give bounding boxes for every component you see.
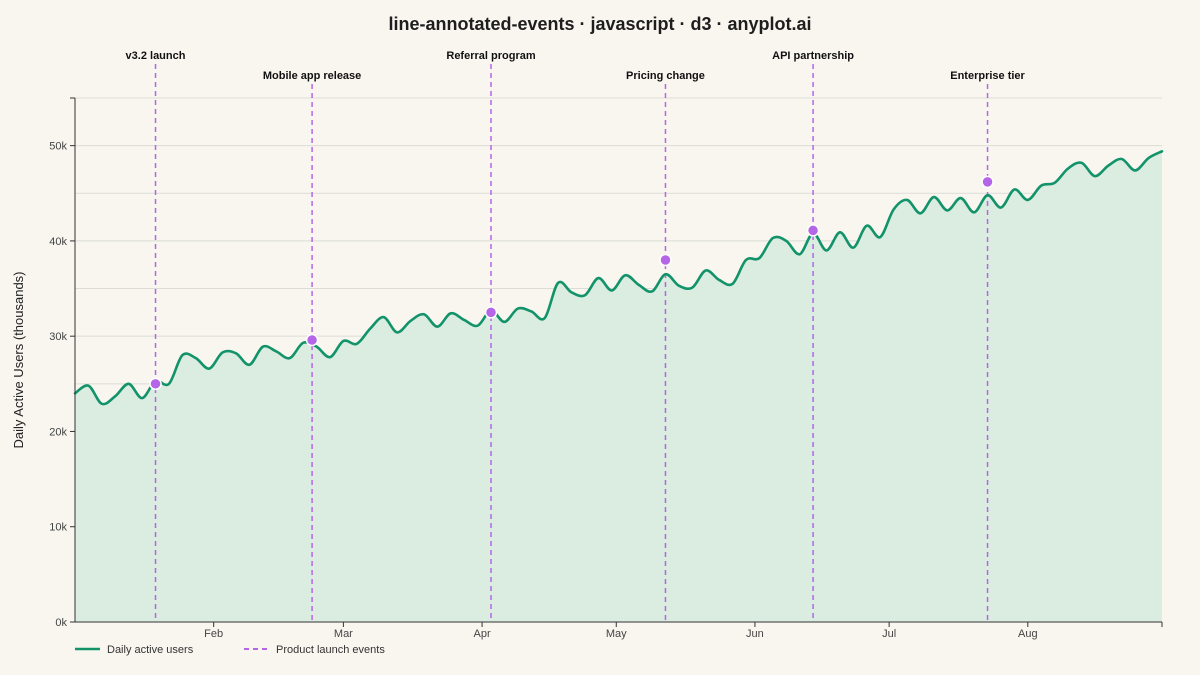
event-marker xyxy=(659,253,672,267)
x-tick-label: Apr xyxy=(474,628,491,640)
x-tick-label: Feb xyxy=(204,628,223,640)
area-layer xyxy=(75,151,1162,622)
y-tick-label: 50k xyxy=(49,141,67,153)
event-label: Enterprise tier xyxy=(950,70,1025,82)
line-layer xyxy=(73,150,1164,406)
chart-title: line-annotated-events · javascript · d3 … xyxy=(388,14,811,34)
label-layer: v3.2 launch Mobile app release Referral pr… xyxy=(126,50,1026,82)
y-tick-label: 40k xyxy=(49,236,67,248)
y-tick-label: 0k xyxy=(55,617,67,629)
legend-label: Daily active users xyxy=(107,644,194,656)
y-axis-label: Daily Active Users (thousands) xyxy=(11,271,26,448)
event-marker xyxy=(484,306,498,319)
axis-layer: 0k 10k 20k 30k 40k 50k Feb Mar Apr May Jun Jul Aug xyxy=(49,97,1163,640)
x-tick-label: Mar xyxy=(334,628,353,640)
legend-label: Product launch events xyxy=(276,644,385,656)
x-tick-label: Jun xyxy=(746,628,764,640)
event-label: Pricing change xyxy=(626,70,705,82)
y-tick-label: 10k xyxy=(49,522,67,534)
event-label: API partnership xyxy=(772,50,854,62)
y-tick-label: 20k xyxy=(49,426,67,438)
event-marker xyxy=(149,377,162,391)
x-tick-label: Aug xyxy=(1018,628,1038,640)
event-layer xyxy=(154,64,989,622)
event-marker xyxy=(305,333,319,347)
marker-layer xyxy=(149,175,994,391)
x-tick-label: May xyxy=(606,628,627,640)
event-marker xyxy=(806,224,820,237)
x-tick-label: Jul xyxy=(882,628,896,640)
y-tick-label: 30k xyxy=(49,331,67,343)
event-label: v3.2 launch xyxy=(126,50,186,62)
event-label: Mobile app release xyxy=(263,70,361,82)
dau-line xyxy=(73,150,1164,406)
event-label: Referral program xyxy=(446,50,535,62)
legend: Daily active users Product launch events xyxy=(75,644,385,656)
event-marker xyxy=(981,175,994,189)
dau-area xyxy=(75,151,1162,622)
